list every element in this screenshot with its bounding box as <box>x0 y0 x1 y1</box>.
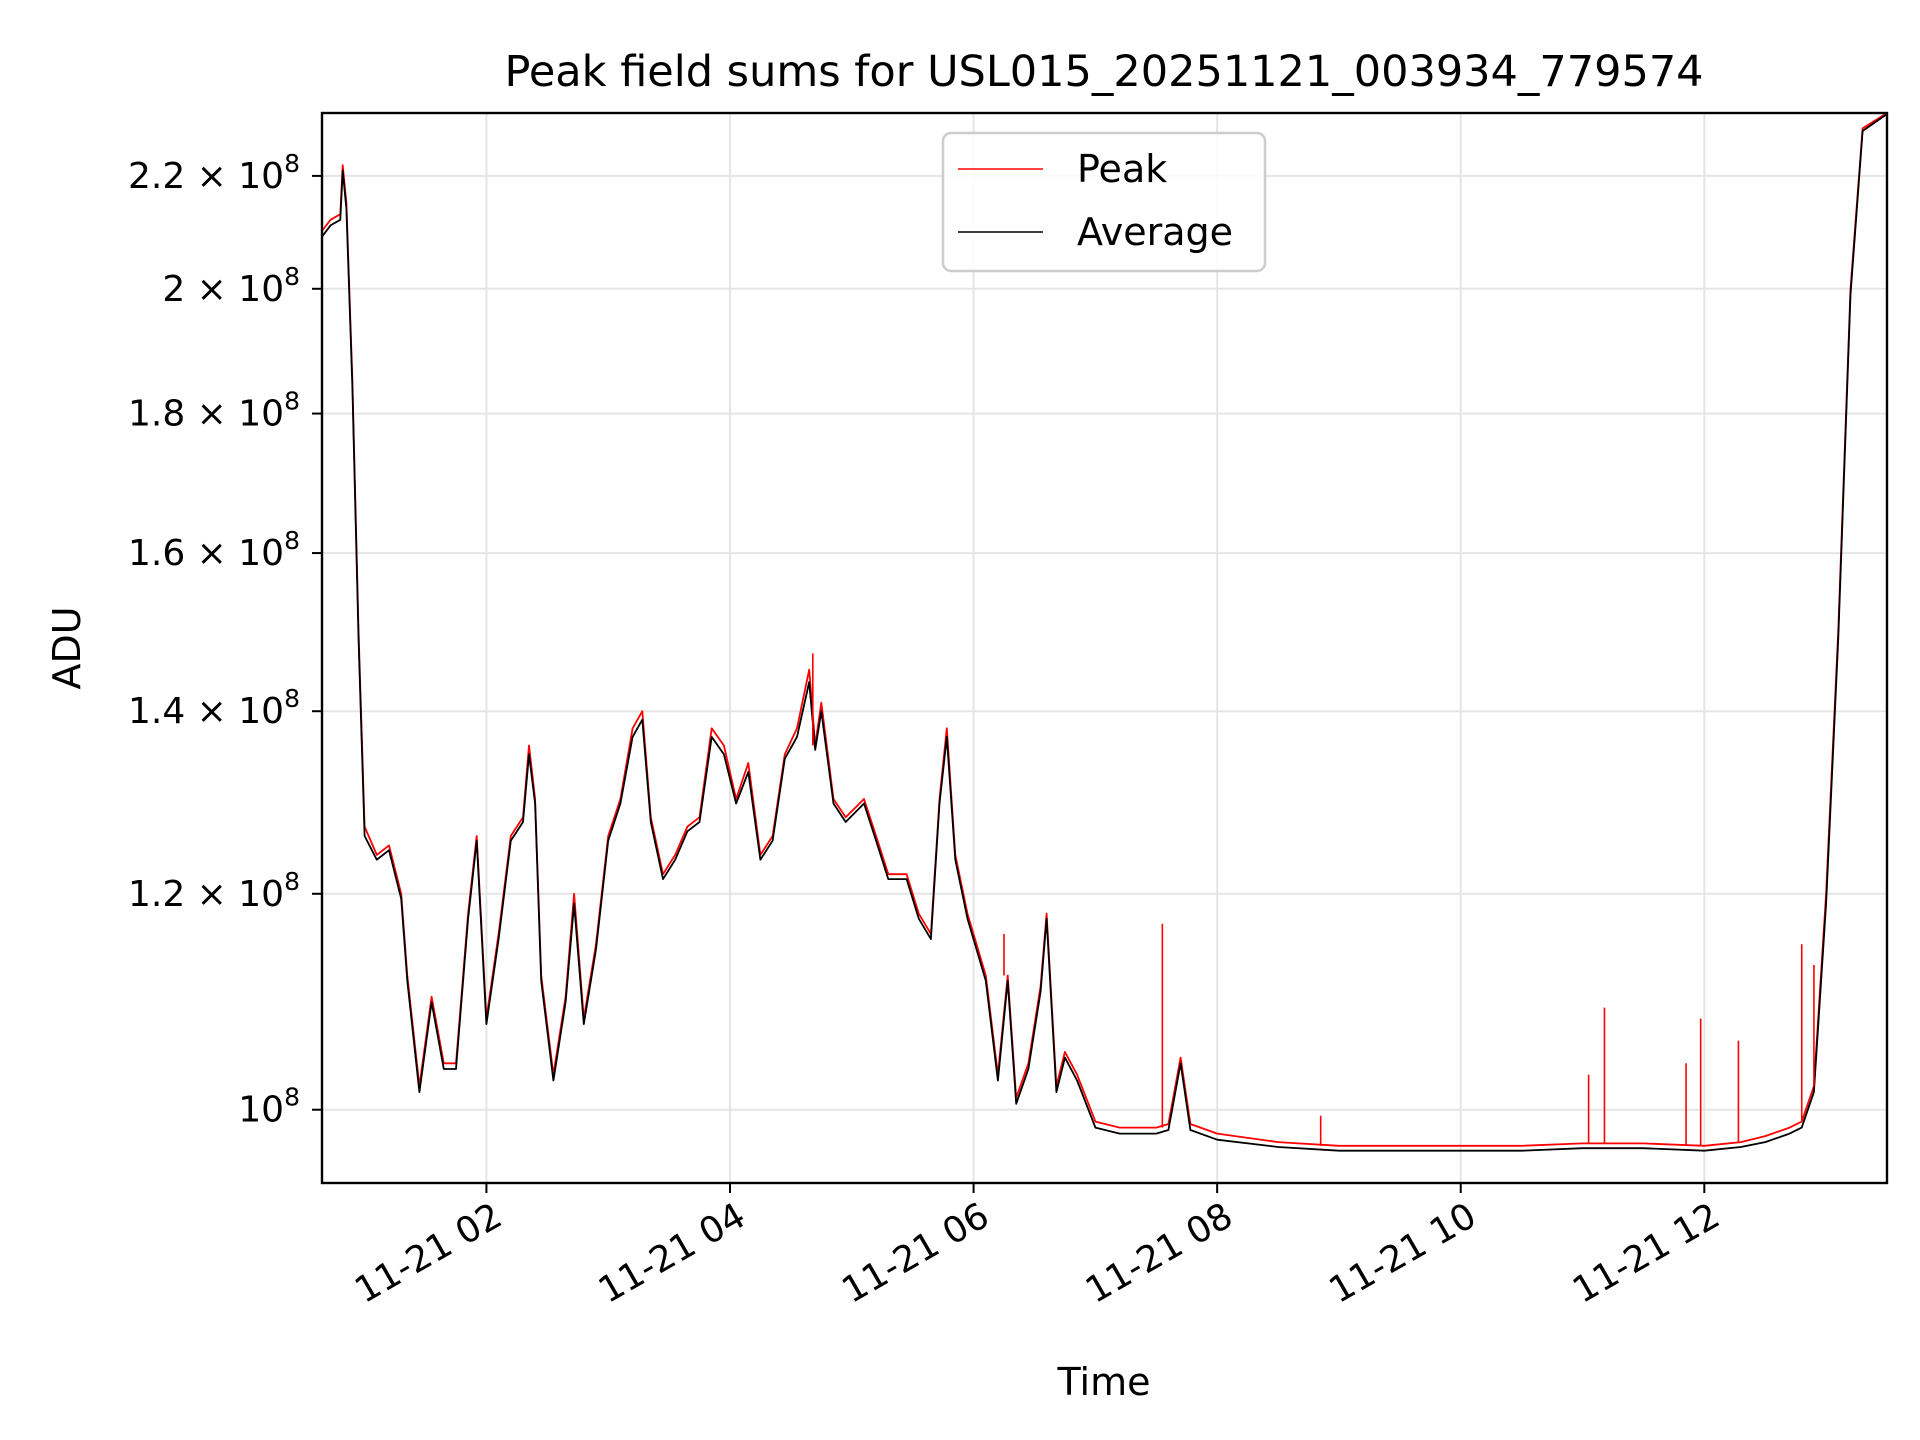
y-tick-base: 1.4 × 10 <box>128 691 284 732</box>
y-tick-base: 10 <box>238 1090 284 1131</box>
y-tick-label: 1.8 × 108 <box>128 387 300 435</box>
chart-title: Peak field sums for USL015_20251121_0039… <box>504 47 1703 97</box>
legend: Peak Average <box>941 131 1267 273</box>
y-tick-label: 1.6 × 108 <box>128 526 300 574</box>
y-tick-exponent: 8 <box>284 1083 300 1112</box>
y-tick-exponent: 8 <box>284 262 300 291</box>
grid-lines <box>322 113 1887 1183</box>
y-tick-exponent: 8 <box>284 867 300 896</box>
y-tick-label: 108 <box>238 1083 300 1131</box>
y-tick-label: 1.4 × 108 <box>128 684 300 732</box>
y-tick-label: 2 × 108 <box>162 262 300 310</box>
y-tick-exponent: 8 <box>284 387 300 416</box>
y-tick-exponent: 8 <box>284 149 300 178</box>
y-tick-label: 1.2 × 108 <box>128 867 300 915</box>
plot-frame <box>320 111 1889 1185</box>
series-line-average <box>321 113 1888 1152</box>
y-tick-base: 1.2 × 10 <box>128 874 284 915</box>
y-tick-base: 1.6 × 10 <box>128 533 284 574</box>
x-axis-label: Time <box>1057 1360 1151 1404</box>
legend-label-average: Average <box>1077 210 1233 254</box>
series-lines <box>321 112 1888 1152</box>
y-tick-exponent: 8 <box>284 526 300 555</box>
y-axis-label: ADU <box>45 606 89 689</box>
legend-box <box>941 131 1267 273</box>
y-tick-base: 2 × 10 <box>162 269 284 310</box>
y-tick-exponent: 8 <box>284 684 300 713</box>
y-tick-base: 1.8 × 10 <box>128 394 284 435</box>
legend-label-peak: Peak <box>1077 147 1167 191</box>
y-tick-label: 2.2 × 108 <box>128 149 300 197</box>
y-tick-base: 2.2 × 10 <box>128 156 284 197</box>
